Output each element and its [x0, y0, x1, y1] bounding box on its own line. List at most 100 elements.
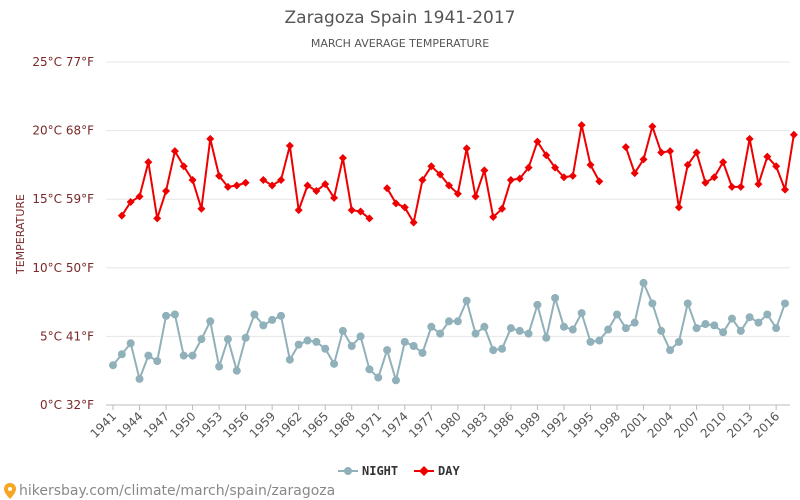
- night-point[interactable]: [719, 328, 728, 337]
- night-point[interactable]: [365, 365, 374, 374]
- day-point[interactable]: [692, 148, 701, 157]
- legend[interactable]: NIGHT DAY: [338, 464, 460, 478]
- night-point[interactable]: [277, 311, 285, 320]
- night-point[interactable]: [657, 326, 666, 335]
- night-point[interactable]: [197, 335, 206, 344]
- source-link[interactable]: hikersbay.com/climate/march/spain/zarago…: [4, 483, 335, 499]
- day-point[interactable]: [551, 163, 560, 172]
- day-point[interactable]: [347, 206, 356, 215]
- day-point[interactable]: [356, 207, 365, 216]
- night-point[interactable]: [268, 315, 277, 324]
- day-point[interactable]: [533, 137, 542, 146]
- night-point[interactable]: [506, 324, 515, 333]
- night-point[interactable]: [188, 351, 197, 360]
- day-point[interactable]: [135, 192, 144, 201]
- day-point[interactable]: [577, 121, 586, 130]
- night-point[interactable]: [321, 344, 330, 353]
- night-point[interactable]: [586, 337, 595, 346]
- night-point[interactable]: [630, 318, 639, 327]
- day-point[interactable]: [427, 162, 436, 171]
- day-point[interactable]: [126, 197, 135, 206]
- day-point[interactable]: [277, 175, 285, 184]
- night-point[interactable]: [391, 376, 400, 385]
- night-point[interactable]: [285, 355, 294, 364]
- day-point[interactable]: [453, 189, 462, 198]
- day-point[interactable]: [259, 175, 268, 184]
- night-point[interactable]: [312, 337, 321, 346]
- day-point[interactable]: [621, 143, 630, 152]
- night-point[interactable]: [144, 351, 153, 360]
- day-point[interactable]: [719, 158, 728, 167]
- night-point[interactable]: [524, 329, 533, 338]
- day-point[interactable]: [365, 214, 374, 223]
- day-point[interactable]: [179, 162, 188, 171]
- day-point[interactable]: [559, 173, 568, 182]
- legend-item-day[interactable]: DAY: [414, 464, 460, 478]
- day-point[interactable]: [506, 175, 515, 184]
- night-point[interactable]: [170, 310, 179, 319]
- day-point[interactable]: [639, 155, 648, 164]
- day-point[interactable]: [657, 148, 666, 157]
- night-point[interactable]: [781, 299, 789, 308]
- night-point[interactable]: [542, 333, 551, 342]
- day-point[interactable]: [524, 163, 533, 172]
- day-point[interactable]: [232, 181, 241, 190]
- night-point[interactable]: [250, 310, 259, 319]
- night-point[interactable]: [674, 337, 683, 346]
- night-point[interactable]: [153, 357, 162, 366]
- day-point[interactable]: [727, 182, 736, 191]
- day-point[interactable]: [294, 206, 303, 215]
- day-point[interactable]: [542, 151, 551, 160]
- day-point[interactable]: [498, 204, 507, 213]
- day-point[interactable]: [763, 152, 772, 161]
- day-point[interactable]: [268, 181, 277, 190]
- night-point[interactable]: [772, 324, 781, 333]
- source-text[interactable]: hikersbay.com/climate/march/spain/zarago…: [19, 483, 335, 499]
- day-point[interactable]: [736, 182, 745, 191]
- night-point[interactable]: [303, 336, 312, 345]
- day-point[interactable]: [223, 182, 232, 191]
- day-point[interactable]: [781, 185, 789, 194]
- night-point[interactable]: [727, 314, 736, 323]
- night-point[interactable]: [338, 326, 347, 335]
- night-point[interactable]: [568, 325, 577, 334]
- night-point[interactable]: [462, 296, 471, 305]
- day-point[interactable]: [445, 181, 453, 190]
- day-point[interactable]: [436, 170, 445, 179]
- night-point[interactable]: [471, 329, 480, 338]
- day-point[interactable]: [197, 204, 206, 213]
- night-point[interactable]: [179, 351, 188, 360]
- day-point[interactable]: [170, 147, 179, 156]
- day-point[interactable]: [330, 193, 339, 202]
- day-point[interactable]: [515, 174, 524, 183]
- night-point[interactable]: [551, 293, 560, 302]
- night-point[interactable]: [162, 311, 171, 320]
- day-point[interactable]: [409, 218, 418, 227]
- day-point[interactable]: [303, 181, 312, 190]
- day-point[interactable]: [674, 203, 683, 212]
- day-point[interactable]: [188, 175, 197, 184]
- night-point[interactable]: [215, 362, 224, 371]
- night-point[interactable]: [639, 278, 648, 287]
- night-point[interactable]: [294, 340, 303, 349]
- day-point[interactable]: [683, 160, 692, 169]
- night-point[interactable]: [109, 361, 117, 370]
- night-point[interactable]: [453, 317, 462, 326]
- night-point[interactable]: [418, 348, 427, 357]
- day-point[interactable]: [586, 160, 595, 169]
- day-point[interactable]: [153, 214, 162, 223]
- day-point[interactable]: [666, 147, 675, 156]
- day-point[interactable]: [241, 178, 250, 187]
- night-point[interactable]: [135, 374, 144, 383]
- night-point[interactable]: [117, 350, 126, 359]
- night-point[interactable]: [427, 322, 436, 331]
- night-point[interactable]: [347, 342, 356, 351]
- night-point[interactable]: [259, 321, 268, 330]
- night-point[interactable]: [498, 344, 507, 353]
- night-point[interactable]: [383, 346, 392, 355]
- day-point[interactable]: [321, 180, 330, 189]
- night-point[interactable]: [223, 335, 232, 344]
- day-point[interactable]: [471, 192, 480, 201]
- day-point[interactable]: [701, 178, 710, 187]
- night-point[interactable]: [356, 332, 365, 341]
